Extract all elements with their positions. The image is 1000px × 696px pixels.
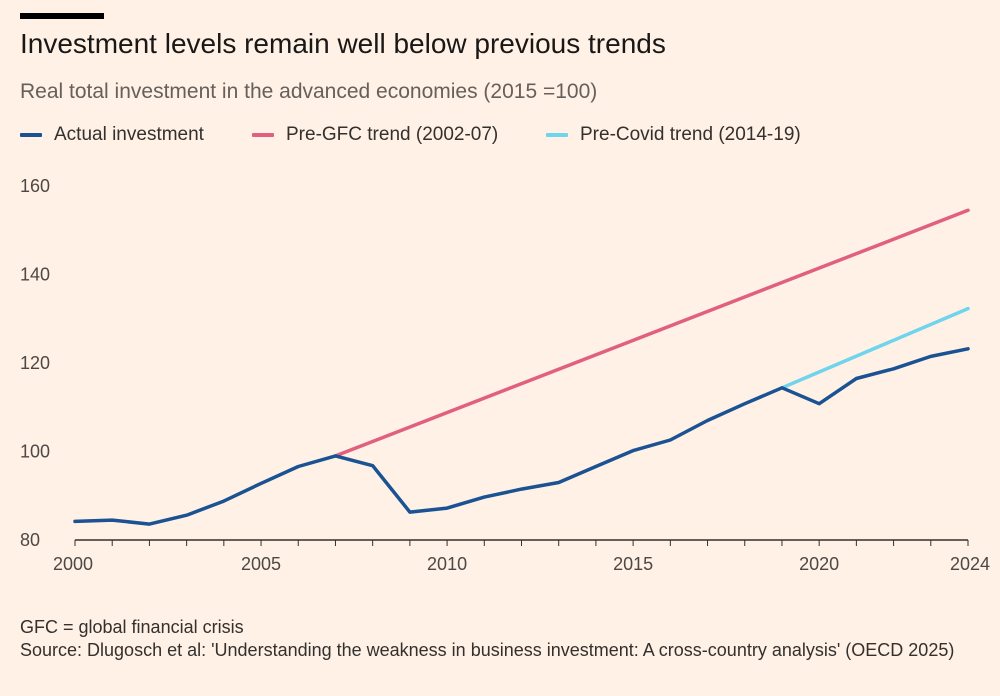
legend-swatch-actual bbox=[20, 133, 42, 137]
chart-subtitle: Real total investment in the advanced ec… bbox=[20, 80, 598, 103]
y-tick-label: 120 bbox=[20, 353, 50, 373]
y-tick-label: 160 bbox=[20, 176, 50, 196]
series-line-pre-gfc bbox=[333, 208, 970, 458]
chart-title: Investment levels remain well below prev… bbox=[20, 28, 666, 59]
x-tick-label: 2024 bbox=[950, 554, 990, 574]
legend-swatch-pre-covid bbox=[546, 133, 568, 137]
legend-label-actual: Actual investment bbox=[54, 124, 204, 145]
legend-label-pre-gfc: Pre-GFC trend (2002-07) bbox=[286, 124, 499, 145]
legend-item-pre-covid: Pre-Covid trend (2014-19) bbox=[546, 124, 801, 146]
x-tick-label: 2000 bbox=[53, 554, 93, 574]
header-accent-bar bbox=[20, 13, 104, 19]
y-tick-label: 100 bbox=[20, 442, 50, 462]
x-tick-label: 2015 bbox=[613, 554, 653, 574]
x-tick-label: 2010 bbox=[427, 554, 467, 574]
y-tick-label: 80 bbox=[20, 530, 40, 550]
line-chart: 80 100 120 140 160 2000 2005 2010 2015 2020 2024 bbox=[20, 176, 990, 574]
legend-item-actual: Actual investment bbox=[20, 124, 204, 146]
x-tick-label: 2005 bbox=[241, 554, 281, 574]
legend-label-pre-covid: Pre-Covid trend (2014-19) bbox=[580, 124, 801, 145]
legend-swatch-pre-gfc bbox=[252, 133, 274, 137]
y-tick-label: 140 bbox=[20, 265, 50, 285]
x-tick-label: 2020 bbox=[799, 554, 839, 574]
source-note: Source: Dlugosch et al: 'Understanding t… bbox=[20, 640, 955, 660]
legend-item-pre-gfc: Pre-GFC trend (2002-07) bbox=[252, 124, 498, 146]
series-line-actual bbox=[73, 347, 970, 526]
series-line-pre-covid bbox=[780, 306, 970, 390]
footnote: GFC = global financial crisis bbox=[20, 617, 244, 637]
